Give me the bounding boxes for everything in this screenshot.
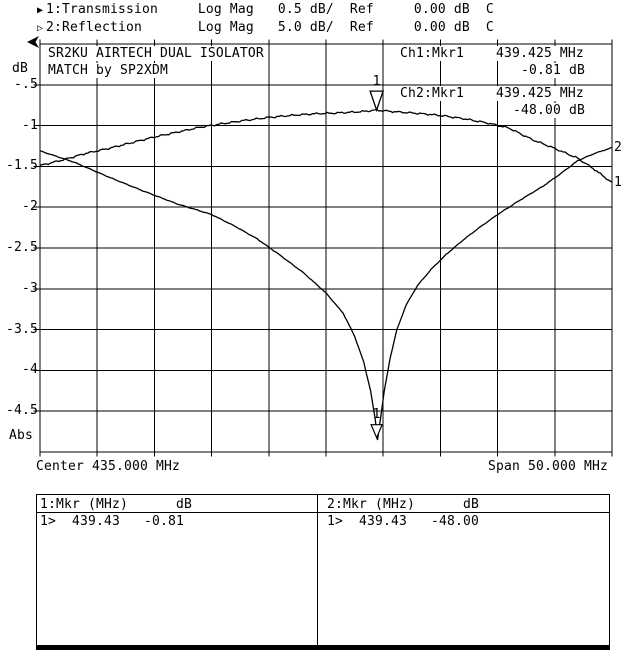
y-tick-label: -1.5: [6, 158, 38, 174]
plot-title-line1: SR2KU AIRTECH DUAL ISOLATOR: [48, 46, 264, 61]
y-tick-label: -2.5: [6, 240, 38, 255]
ch1-marker-value: -0.81 dB: [521, 63, 585, 78]
marker-table: 1:Mkr (MHz) dB 1> 439.43 -0.81 2:Mkr (MH…: [36, 494, 610, 650]
cursor-arrow: [27, 36, 39, 48]
ch1-marker-readout: Ch1:Mkr1 439.425 MHz: [400, 46, 584, 61]
y-axis-unit-label: dB: [12, 61, 28, 76]
y-tick-label: -2: [22, 199, 38, 215]
trace2-end-label: 2: [614, 139, 622, 155]
table-ch1-header: 1:Mkr (MHz) dB: [40, 497, 192, 512]
table-ch2-header: 2:Mkr (MHz) dB: [327, 497, 479, 512]
marker1-ch1-label: 1: [372, 74, 381, 90]
channel1-active-icon: ▶: [37, 5, 44, 16]
plot-title-line2: MATCH by SP2XDM: [48, 63, 168, 78]
center-frequency-label: Center 435.000 MHz: [36, 459, 180, 474]
y-tick-label: -3.5: [6, 321, 38, 337]
span-frequency-label: Span 50.000 MHz: [488, 459, 608, 474]
ch2-marker-readout: Ch2:Mkr1 439.425 MHz: [400, 86, 584, 101]
ch2-marker-value: -48.00 dB: [513, 103, 585, 118]
marker-table-header-rule: [37, 512, 609, 513]
marker-table-divider: [317, 495, 318, 645]
y-tick-label: -3: [22, 280, 38, 296]
channel1-header[interactable]: 1:Transmission Log Mag 0.5 dB/ Ref 0.00 …: [46, 2, 494, 17]
channel2-active-icon: ▷: [37, 23, 44, 34]
channel2-header[interactable]: 2:Reflection Log Mag 5.0 dB/ Ref 0.00 dB…: [46, 20, 494, 35]
table-ch2-row[interactable]: 1> 439.43 -48.00: [327, 514, 479, 529]
y-tick-label: -1: [22, 117, 38, 133]
y-axis-mode-label: Abs: [9, 428, 33, 443]
marker1-ch2-label: 1: [372, 406, 381, 422]
trace1-end-label: 1: [614, 174, 622, 190]
y-tick-label: -4.5: [6, 403, 38, 419]
y-tick-label: -4: [22, 362, 38, 378]
y-tick-label: -.5: [14, 76, 38, 92]
table-ch1-row[interactable]: 1> 439.43 -0.81: [40, 514, 184, 529]
